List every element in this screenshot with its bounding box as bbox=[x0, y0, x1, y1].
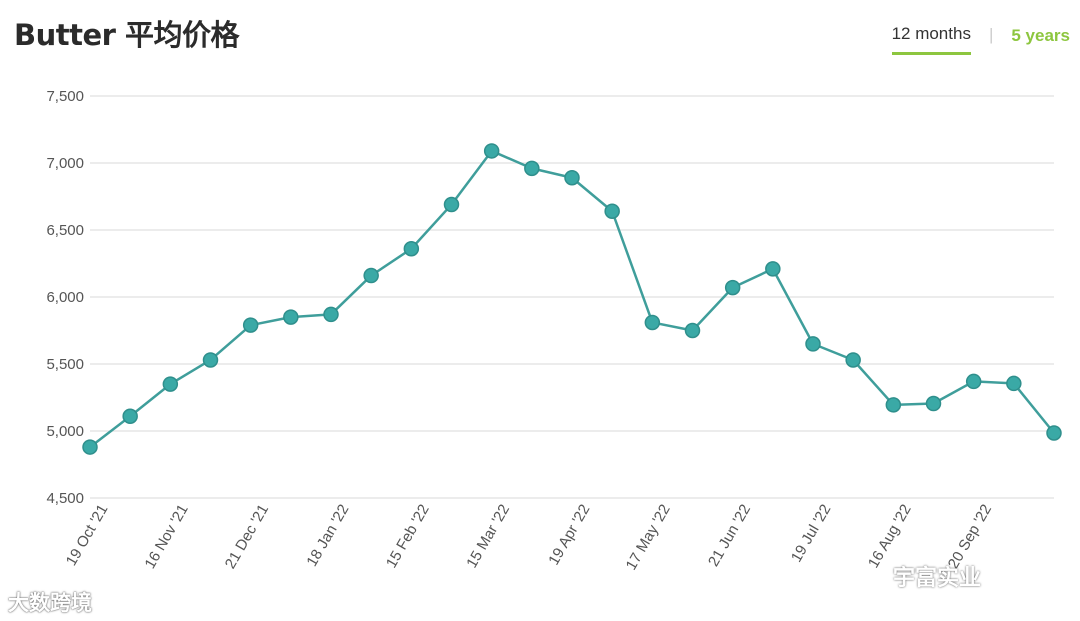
range-tabs: 12 months | 5 years bbox=[891, 22, 1070, 55]
x-tick-label: 19 Jul '22 bbox=[788, 502, 835, 566]
data-point bbox=[403, 241, 420, 257]
chart-title: Butter 平均价格 bbox=[14, 18, 240, 52]
data-point bbox=[82, 439, 98, 455]
tab-5-years[interactable]: 5 years bbox=[1011, 25, 1070, 45]
data-point bbox=[363, 267, 379, 284]
x-tick-label: 17 May '22 bbox=[623, 502, 674, 574]
data-point bbox=[283, 309, 299, 325]
data-point bbox=[202, 352, 219, 368]
data-point bbox=[443, 196, 460, 213]
data-point bbox=[323, 306, 339, 323]
data-point bbox=[242, 317, 259, 333]
data-point bbox=[765, 261, 781, 277]
data-point bbox=[724, 279, 741, 296]
x-tick-label: 16 Nov '21 bbox=[141, 502, 191, 572]
x-tick-label: 21 Dec '21 bbox=[222, 502, 272, 572]
data-point bbox=[564, 169, 580, 186]
data-point bbox=[604, 203, 620, 219]
watermark-left: 大数跨境 bbox=[8, 591, 92, 615]
data-point bbox=[1006, 375, 1022, 392]
data-point bbox=[122, 408, 138, 425]
data-point bbox=[925, 395, 942, 412]
tab-12-months[interactable]: 12 months bbox=[891, 22, 971, 55]
data-point bbox=[1046, 425, 1062, 441]
data-point bbox=[684, 322, 701, 339]
data-point bbox=[885, 397, 902, 413]
data-point bbox=[644, 314, 661, 331]
tab-separator: | bbox=[988, 24, 994, 44]
y-tick-label: 7,500 bbox=[46, 88, 84, 105]
data-point bbox=[483, 143, 500, 159]
y-tick-label: 5,500 bbox=[46, 356, 84, 373]
y-tick-label: 6,000 bbox=[46, 289, 84, 306]
y-tick-label: 5,000 bbox=[46, 423, 84, 440]
data-point bbox=[524, 160, 540, 177]
series-line bbox=[89, 149, 1055, 449]
y-tick-label: 6,500 bbox=[46, 222, 84, 239]
x-tick-label: 15 Feb '22 bbox=[383, 502, 433, 571]
data-point bbox=[162, 376, 179, 392]
x-tick-label: 21 Jun '22 bbox=[705, 502, 754, 570]
y-tick-label: 7,000 bbox=[46, 155, 84, 172]
data-point bbox=[965, 373, 982, 390]
watermark-right: 宇富实业 bbox=[893, 566, 982, 591]
y-tick-label: 4,500 bbox=[46, 490, 84, 507]
data-point bbox=[845, 352, 861, 368]
x-tick-label: 15 Mar '22 bbox=[463, 501, 513, 570]
data-point bbox=[805, 336, 821, 352]
x-tick-label: 19 Oct '21 bbox=[63, 502, 112, 569]
x-tick-label: 19 Apr '22 bbox=[545, 502, 593, 569]
x-tick-label: 18 Jan '22 bbox=[303, 502, 352, 570]
